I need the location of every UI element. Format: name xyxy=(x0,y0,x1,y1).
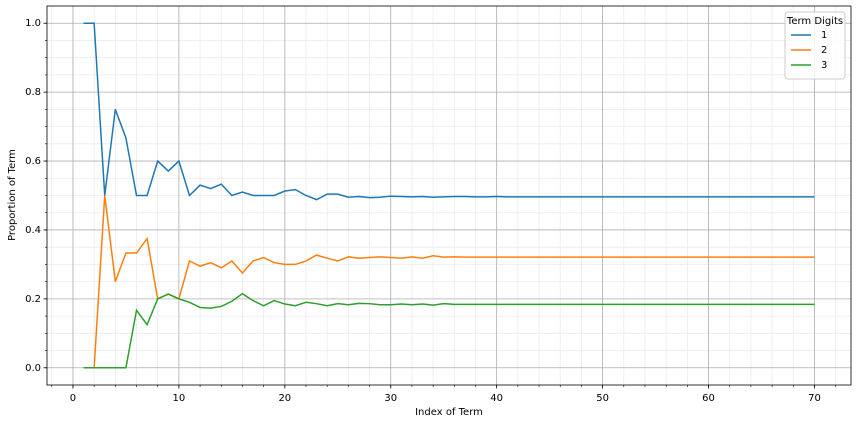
y-tick-label: 1.0 xyxy=(25,18,41,29)
legend-label: 2 xyxy=(821,45,827,56)
x-tick-label: 10 xyxy=(173,393,186,404)
x-tick-label: 0 xyxy=(70,393,76,404)
x-tick-label: 50 xyxy=(596,393,609,404)
x-tick-label: 30 xyxy=(384,393,397,404)
series-line xyxy=(83,195,815,369)
y-tick-label: 0.6 xyxy=(25,156,41,167)
y-axis-label: Proportion of Term xyxy=(7,149,18,241)
y-tick-label: 0.4 xyxy=(25,225,41,236)
x-tick-label: 20 xyxy=(278,393,291,404)
x-axis-label: Index of Term xyxy=(415,407,483,418)
x-tick-label: 60 xyxy=(702,393,715,404)
x-tick-label: 40 xyxy=(490,393,503,404)
series-line xyxy=(83,22,815,201)
legend-title: Term Digits xyxy=(786,16,843,27)
legend-label: 1 xyxy=(821,30,827,41)
series-line xyxy=(83,292,815,369)
plot-frame xyxy=(46,5,852,386)
x-tick-label: 70 xyxy=(808,393,821,404)
y-tick-label: 0.2 xyxy=(25,294,41,305)
legend-label: 3 xyxy=(821,60,827,71)
legend-box xyxy=(784,11,846,80)
y-tick-label: 0.8 xyxy=(25,87,41,98)
y-tick-label: 0.0 xyxy=(25,363,41,374)
